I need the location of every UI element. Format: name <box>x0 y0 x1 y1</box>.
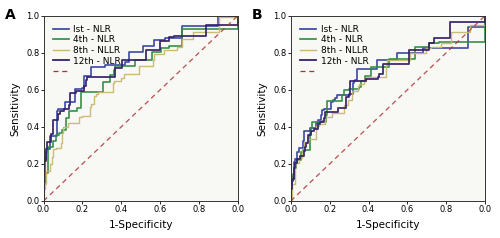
X-axis label: 1-Specificity: 1-Specificity <box>108 220 173 230</box>
Y-axis label: Sensitivity: Sensitivity <box>258 81 268 136</box>
Legend: Ist - NLR, 4th - NLR, 8th - NLLR, 12th - NLR, : Ist - NLR, 4th - NLR, 8th - NLLR, 12th -… <box>297 22 371 79</box>
Legend: Ist - NLR, 4th - NLR, 8th - NLLR, 12th - NLR, : Ist - NLR, 4th - NLR, 8th - NLLR, 12th -… <box>50 22 124 79</box>
Y-axis label: Sensitivity: Sensitivity <box>10 81 20 136</box>
Text: B: B <box>252 8 262 22</box>
X-axis label: 1-Specificity: 1-Specificity <box>356 220 420 230</box>
Text: A: A <box>4 8 16 22</box>
